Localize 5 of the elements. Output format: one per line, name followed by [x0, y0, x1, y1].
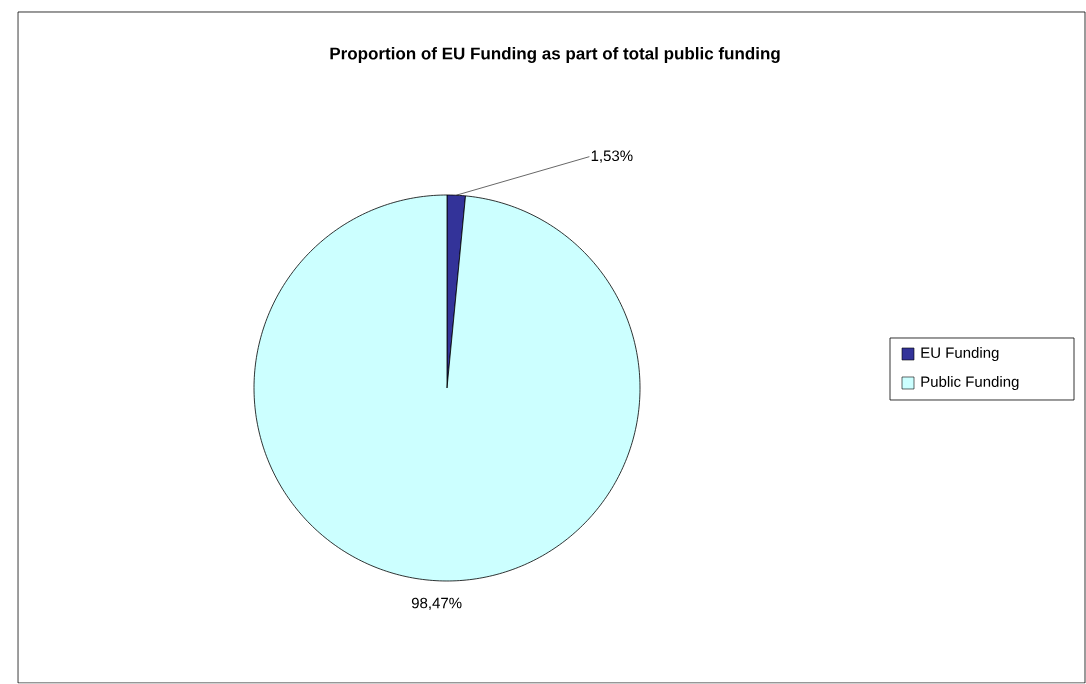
- chart-title: Proportion of EU Funding as part of total public funding: [330, 47, 780, 63]
- legend-label: EU Funding: [921, 347, 999, 361]
- data-label: 1,53%: [591, 150, 633, 163]
- data-label: 98,47%: [411, 597, 462, 611]
- legend-label: Public Funding: [921, 376, 1019, 390]
